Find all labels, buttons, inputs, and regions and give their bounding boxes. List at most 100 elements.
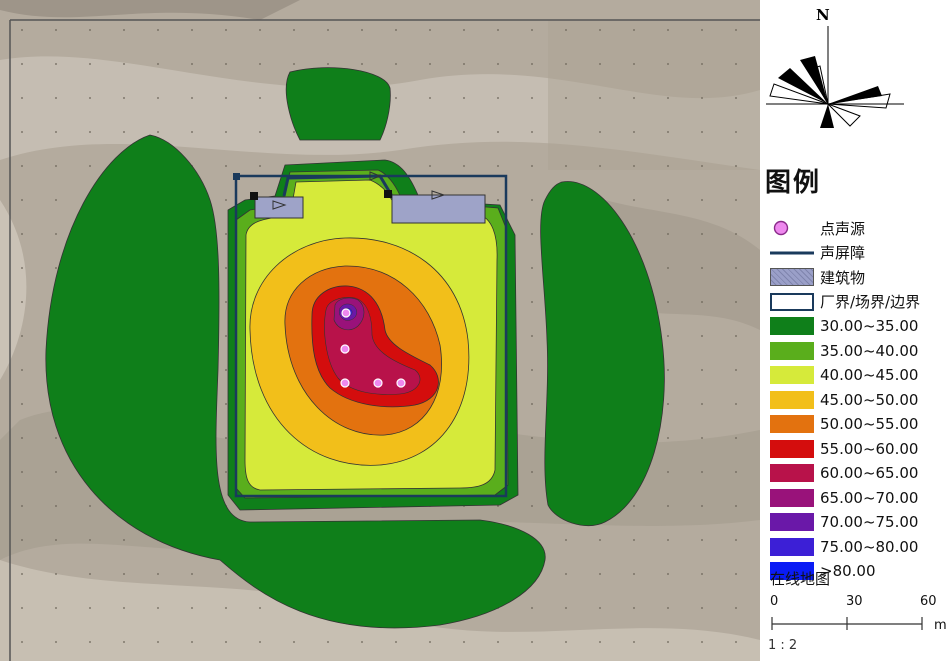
survey-dot	[21, 63, 23, 65]
legend-label: 35.00~40.00	[820, 341, 919, 360]
wind-rose-petal	[828, 86, 882, 104]
survey-dot	[157, 63, 159, 65]
survey-dot	[21, 641, 23, 643]
survey-dot	[225, 471, 227, 473]
north-label: N	[816, 6, 830, 24]
survey-dot	[191, 131, 193, 133]
legend-swatch	[770, 537, 814, 556]
point-source[interactable]	[396, 378, 406, 388]
survey-dot	[21, 301, 23, 303]
survey-dot	[667, 539, 669, 541]
survey-dot	[735, 267, 737, 269]
legend-label: 点声源	[820, 219, 866, 238]
survey-dot	[497, 63, 499, 65]
survey-dot	[633, 505, 635, 507]
survey-dot	[327, 63, 329, 65]
contour-30-35-west-arc	[45, 134, 546, 629]
survey-dot	[225, 63, 227, 65]
legend-item: 建筑物	[770, 265, 952, 290]
legend-swatch	[770, 562, 814, 581]
point-source[interactable]	[341, 308, 351, 318]
survey-dot	[599, 63, 601, 65]
legend-item: 70.00~75.00	[770, 510, 952, 535]
survey-dot	[531, 165, 533, 167]
point-source[interactable]	[340, 344, 350, 354]
survey-dot	[701, 539, 703, 541]
survey-dot	[667, 301, 669, 303]
survey-dot	[599, 131, 601, 133]
survey-dot	[361, 641, 363, 643]
survey-dot	[667, 335, 669, 337]
survey-dot	[225, 267, 227, 269]
survey-dot	[55, 607, 57, 609]
survey-dot	[21, 165, 23, 167]
map-canvas	[0, 0, 760, 661]
survey-dot	[157, 29, 159, 31]
survey-dot	[735, 301, 737, 303]
wind-rose-compass	[766, 26, 904, 128]
survey-dot	[225, 301, 227, 303]
survey-dot	[157, 641, 159, 643]
survey-dot	[21, 471, 23, 473]
legend-label: 40.00~45.00	[820, 366, 919, 385]
survey-dot	[565, 97, 567, 99]
survey-dot	[531, 97, 533, 99]
survey-dot	[55, 471, 57, 473]
survey-dot	[599, 641, 601, 643]
legend-swatch	[770, 464, 814, 483]
survey-dot	[497, 199, 499, 201]
legend-swatch	[770, 292, 814, 311]
survey-dot	[89, 165, 91, 167]
scale-bar: m	[771, 617, 947, 633]
survey-dot	[667, 369, 669, 371]
survey-dot	[21, 607, 23, 609]
survey-dot	[259, 641, 261, 643]
aerial-terrain-ridge	[0, 0, 300, 20]
legend-label: 55.00~60.00	[820, 439, 919, 458]
survey-dot	[123, 607, 125, 609]
survey-dot	[701, 199, 703, 201]
survey-dot	[633, 97, 635, 99]
survey-dot	[633, 641, 635, 643]
survey-dot	[395, 63, 397, 65]
survey-dot	[225, 335, 227, 337]
survey-dot	[55, 641, 57, 643]
survey-dot	[429, 63, 431, 65]
survey-dot	[633, 233, 635, 235]
point-source[interactable]	[373, 378, 383, 388]
survey-dot	[667, 403, 669, 405]
point-source[interactable]	[340, 378, 350, 388]
survey-dot	[735, 335, 737, 337]
survey-dot	[327, 29, 329, 31]
survey-dot	[667, 199, 669, 201]
legend-swatch	[770, 268, 814, 287]
scale-tick-label: 0	[770, 594, 779, 609]
survey-dot	[55, 63, 57, 65]
scale-tick-label: 30	[846, 594, 863, 609]
legend-swatch	[770, 415, 814, 434]
legend-swatch	[770, 244, 814, 262]
survey-dot	[55, 539, 57, 541]
survey-dot	[225, 403, 227, 405]
survey-dot	[191, 573, 193, 575]
legend-title: 图例	[765, 168, 822, 198]
legend-item: 厂界/场界/边界	[770, 290, 952, 315]
legend-label: 45.00~50.00	[820, 390, 919, 409]
survey-dot	[667, 165, 669, 167]
survey-dot	[565, 165, 567, 167]
survey-dot	[293, 131, 295, 133]
survey-dot	[21, 403, 23, 405]
survey-dot	[531, 199, 533, 201]
survey-dot	[599, 539, 601, 541]
noise-contour-map[interactable]	[0, 0, 760, 661]
survey-dot	[667, 505, 669, 507]
survey-dot	[701, 131, 703, 133]
legend-label: 厂界/场界/边界	[820, 293, 921, 312]
survey-dot	[735, 97, 737, 99]
survey-dot	[123, 63, 125, 65]
survey-dot	[735, 369, 737, 371]
survey-dot	[361, 29, 363, 31]
survey-dot	[21, 267, 23, 269]
survey-dot	[225, 97, 227, 99]
legend-label: 50.00~55.00	[820, 415, 919, 434]
